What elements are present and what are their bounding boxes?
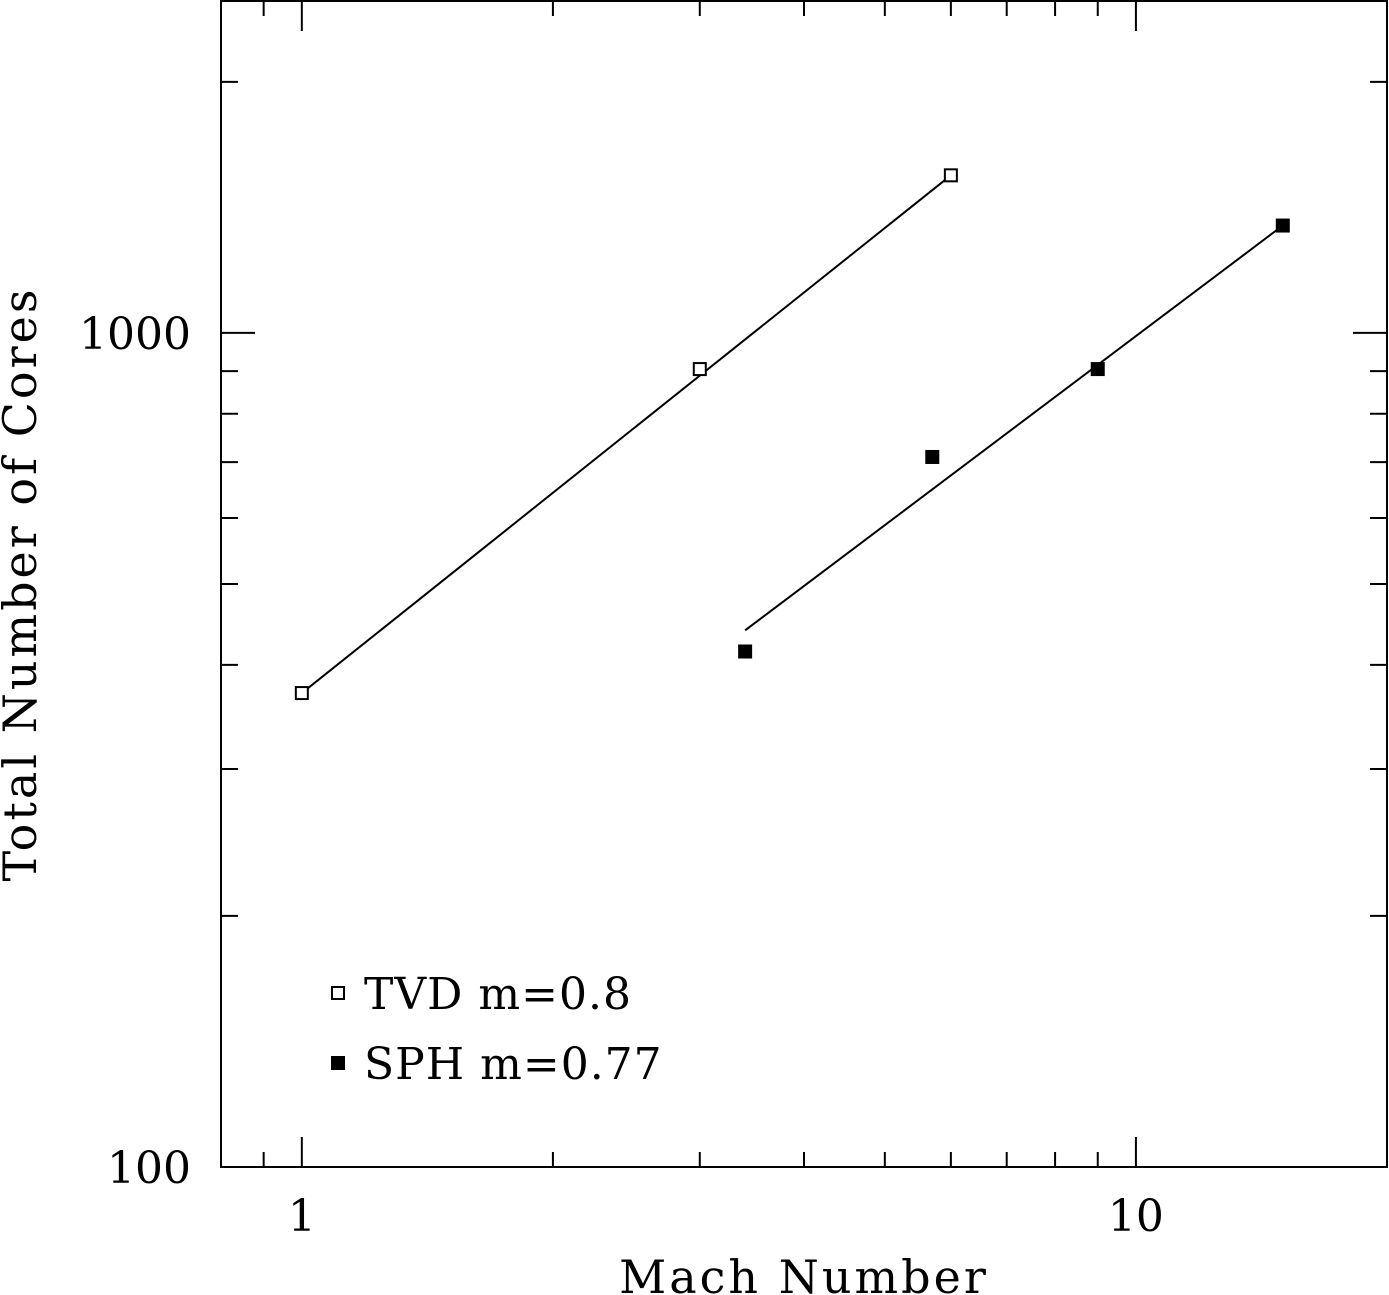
axis-ticks [220, 1, 1388, 1168]
x-axis-label: Mach Number [619, 1250, 989, 1295]
legend-label: TVD m=0.8 [364, 969, 632, 1020]
x-tick-label: 1 [288, 1191, 316, 1242]
legend-marker-open-square [331, 986, 345, 1000]
data-point-open-square [294, 686, 309, 701]
data-point-filled-square [1090, 362, 1105, 377]
legend-marker-filled-square [331, 1056, 345, 1070]
x-tick-label: 10 [1108, 1191, 1164, 1242]
y-axis-label: Total Number of Cores [0, 287, 47, 882]
data-point-filled-square [738, 644, 753, 659]
series-2 [738, 218, 1290, 659]
legend: TVD m=0.8 SPH m=0.77 [331, 969, 663, 1090]
data-point-filled-square [1275, 218, 1290, 233]
y-tick-label: 1000 [79, 309, 191, 360]
y-tick-label: 100 [107, 1143, 191, 1194]
data-point-open-square [692, 362, 707, 377]
series-layer [294, 168, 1290, 701]
data-point-open-square [943, 168, 958, 183]
tick-labels: 1 10 100 1000 [79, 309, 1164, 1242]
series-1 [294, 168, 958, 701]
data-point-filled-square [925, 449, 940, 464]
fit-line [744, 224, 1284, 632]
legend-label: SPH m=0.77 [364, 1039, 663, 1090]
fit-line [301, 174, 952, 694]
